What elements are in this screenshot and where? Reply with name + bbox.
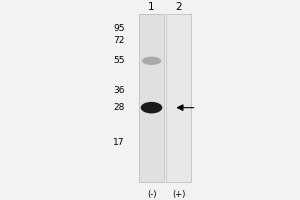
Text: 72: 72 <box>113 36 124 45</box>
Text: 55: 55 <box>113 56 124 65</box>
Text: 17: 17 <box>113 138 124 147</box>
Text: (-): (-) <box>147 190 156 199</box>
Ellipse shape <box>141 102 162 113</box>
Text: 2: 2 <box>175 2 182 12</box>
Text: (+): (+) <box>172 190 185 199</box>
Text: 95: 95 <box>113 24 124 33</box>
Bar <box>166 14 191 182</box>
Text: 28: 28 <box>113 103 124 112</box>
Text: 36: 36 <box>113 86 124 95</box>
Ellipse shape <box>142 57 161 65</box>
Bar <box>139 14 164 182</box>
Text: 1: 1 <box>148 2 155 12</box>
